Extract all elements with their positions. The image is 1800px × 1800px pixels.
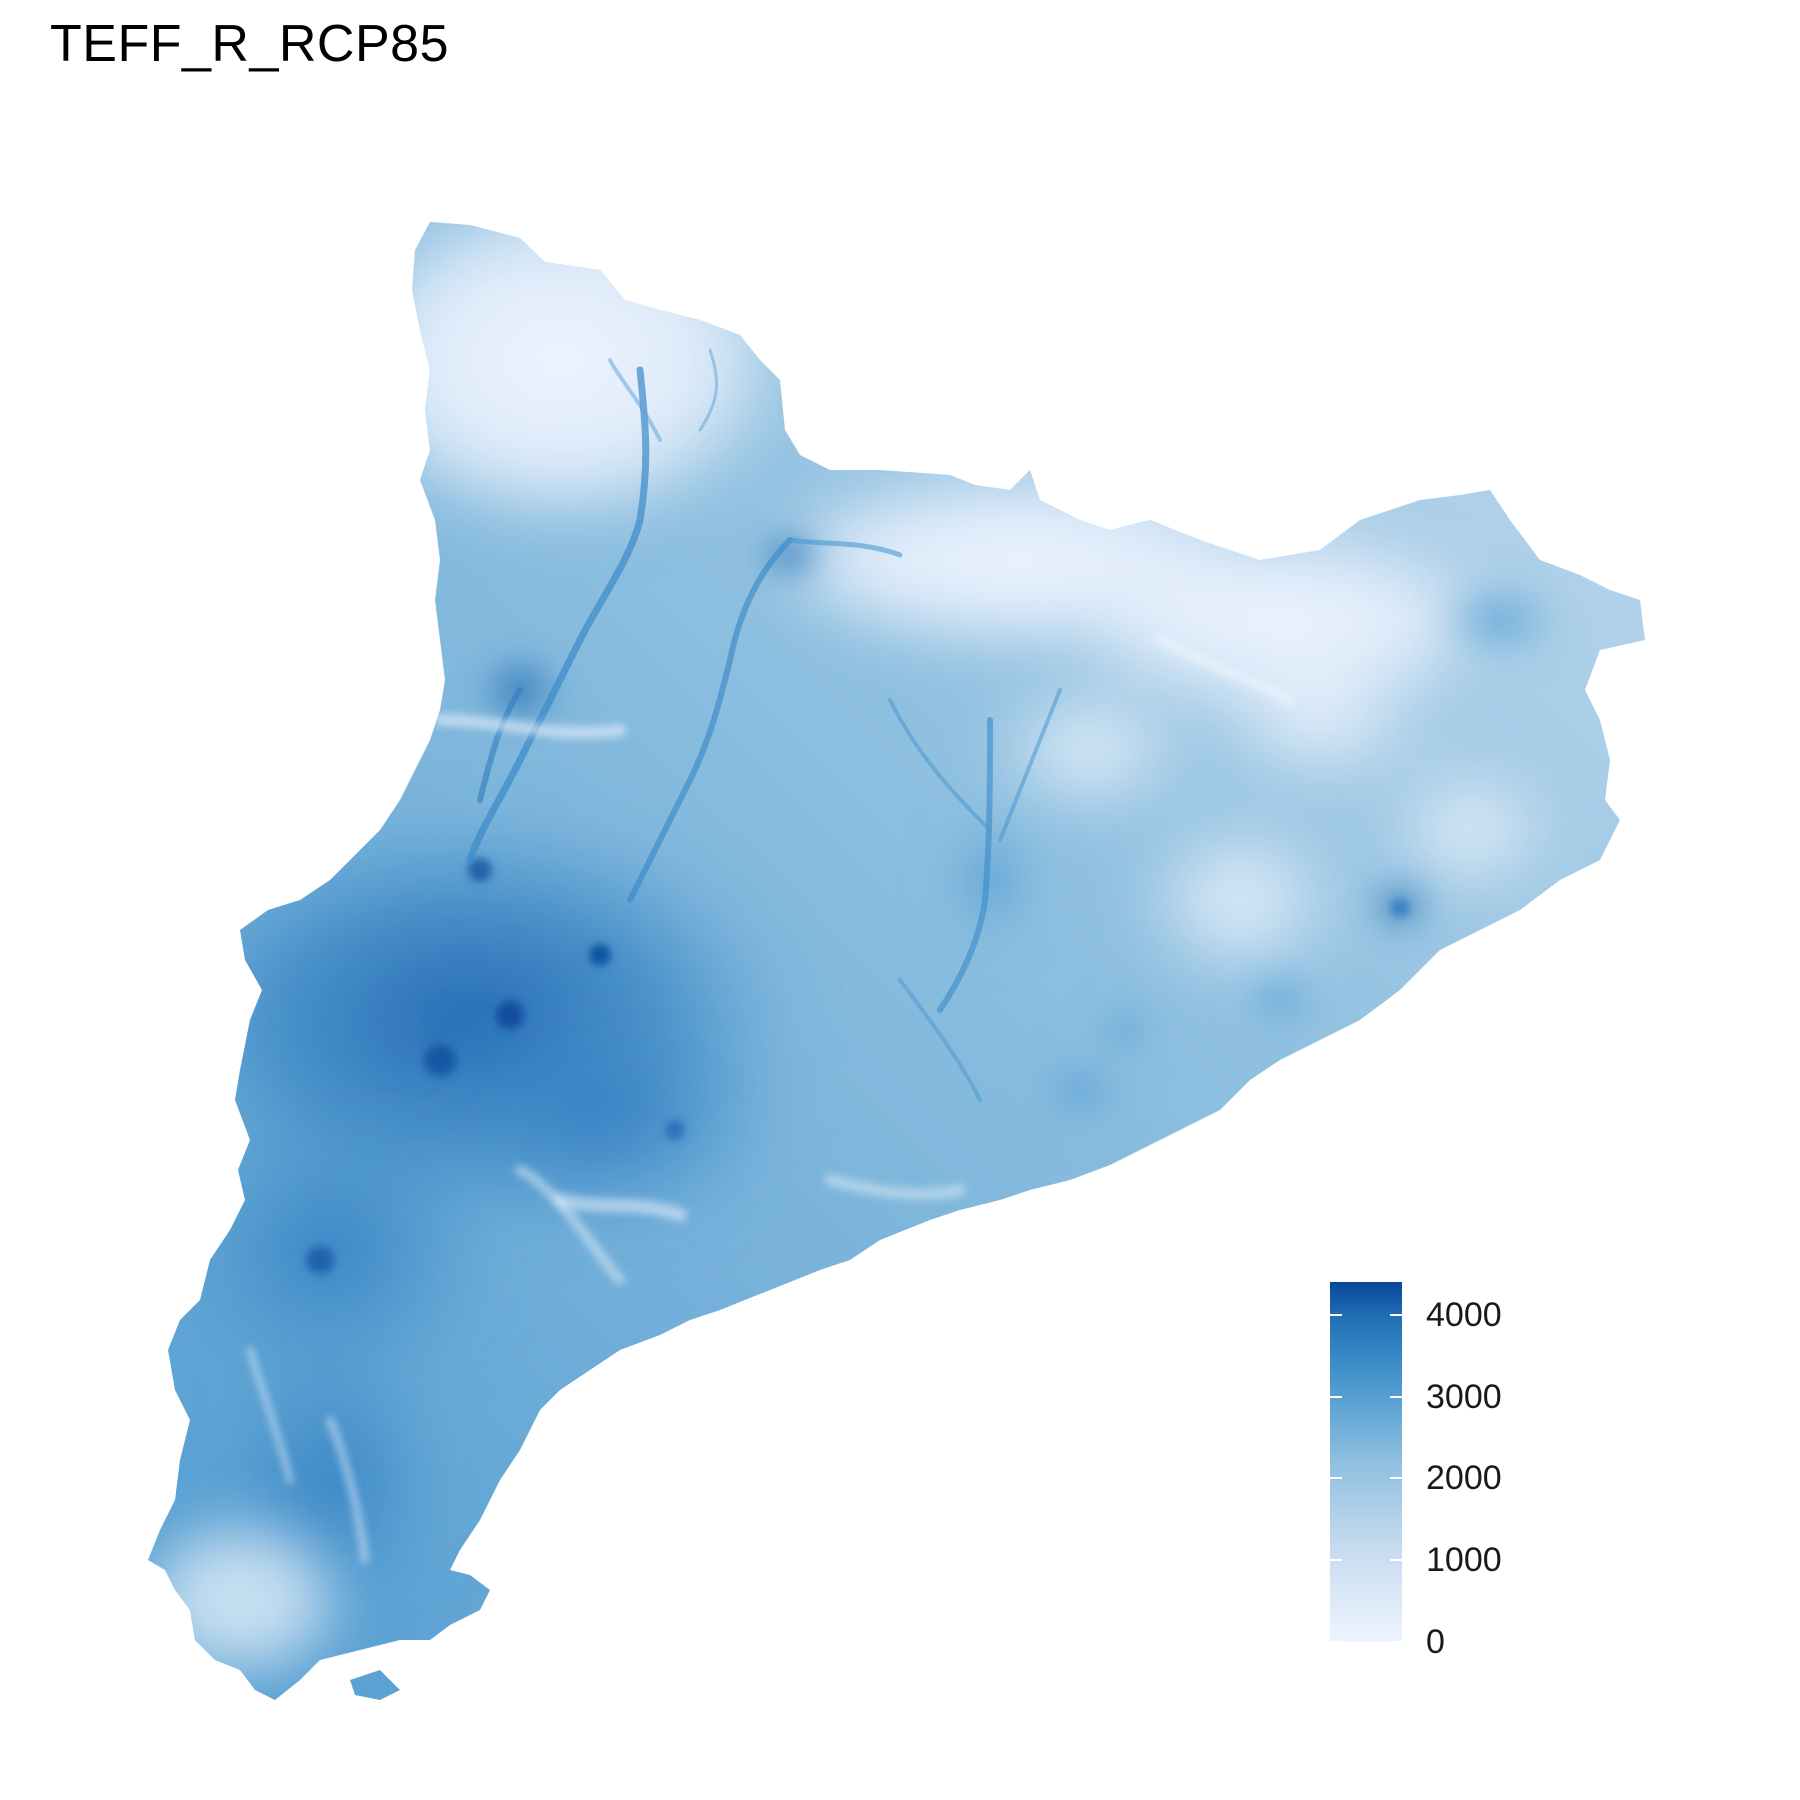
legend-colorbar bbox=[1330, 1282, 1402, 1642]
legend-tick-mark bbox=[1390, 1559, 1402, 1562]
legend-tick-mark bbox=[1330, 1477, 1342, 1480]
ridge-highlights bbox=[246, 635, 1295, 1564]
legend-tick-mark bbox=[1330, 1313, 1342, 1316]
legend-tick-label: 0 bbox=[1426, 1623, 1445, 1661]
legend-tick-label: 3000 bbox=[1426, 1377, 1502, 1416]
legend-tick-mark bbox=[1330, 1641, 1342, 1643]
map-title: TEFF_R_RCP85 bbox=[50, 15, 449, 73]
color-legend: 4000 3000 2000 1000 0 bbox=[1330, 1282, 1530, 1659]
legend-tick-mark bbox=[1390, 1641, 1402, 1643]
legend-tick-label: 1000 bbox=[1426, 1541, 1502, 1580]
legend-tick-label: 4000 bbox=[1426, 1295, 1502, 1334]
legend-tick-mark bbox=[1390, 1313, 1402, 1316]
legend-tick-mark bbox=[1390, 1395, 1402, 1398]
legend-tick-mark bbox=[1330, 1395, 1342, 1398]
river-valleys bbox=[466, 348, 1062, 1102]
legend-tick-label: 2000 bbox=[1426, 1459, 1502, 1498]
legend-tick-mark bbox=[1330, 1559, 1342, 1562]
legend-tick-mark bbox=[1390, 1477, 1402, 1480]
